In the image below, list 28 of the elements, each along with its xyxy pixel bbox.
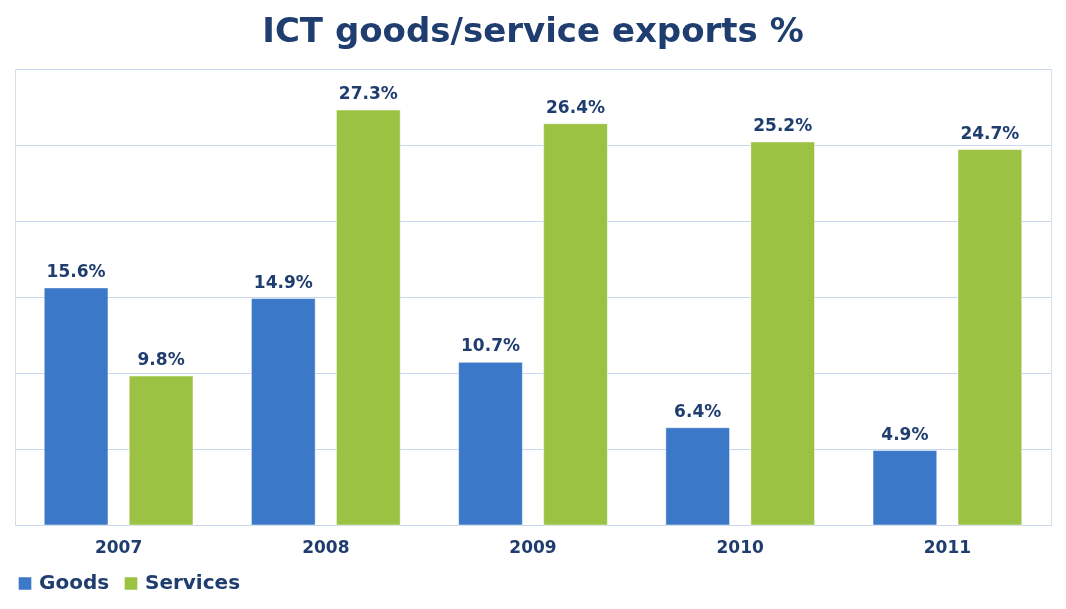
- legend-label: Services: [145, 570, 241, 595]
- bar: [128, 375, 194, 526]
- x-tick-label: 2007: [94, 536, 143, 557]
- bar: [872, 450, 938, 526]
- data-label: 6.4%: [674, 400, 722, 421]
- data-label: 25.2%: [753, 114, 813, 135]
- data-label: 24.7%: [960, 122, 1020, 143]
- data-label: 27.3%: [338, 83, 398, 104]
- bar: [336, 109, 401, 526]
- data-label: 4.9%: [881, 423, 929, 444]
- bar: [458, 362, 523, 526]
- x-tick-label: 2008: [302, 536, 350, 557]
- bar: [43, 287, 109, 526]
- bar: [665, 427, 730, 526]
- data-label: 15.6%: [46, 260, 106, 281]
- x-tick-label: 2011: [923, 536, 972, 557]
- bar: [543, 123, 608, 526]
- bar: [251, 298, 316, 526]
- bar: [957, 149, 1023, 526]
- bar: [750, 141, 815, 526]
- data-label: 26.4%: [546, 96, 605, 117]
- data-label: 9.8%: [137, 349, 185, 370]
- x-tick-label: 2010: [716, 536, 765, 557]
- legend-label: Goods: [39, 570, 110, 595]
- data-label: 14.9%: [253, 271, 313, 292]
- data-label: 10.7%: [461, 335, 520, 356]
- x-tick-label: 2009: [509, 536, 557, 557]
- chart-title: ICT goods/service exports %: [262, 10, 804, 50]
